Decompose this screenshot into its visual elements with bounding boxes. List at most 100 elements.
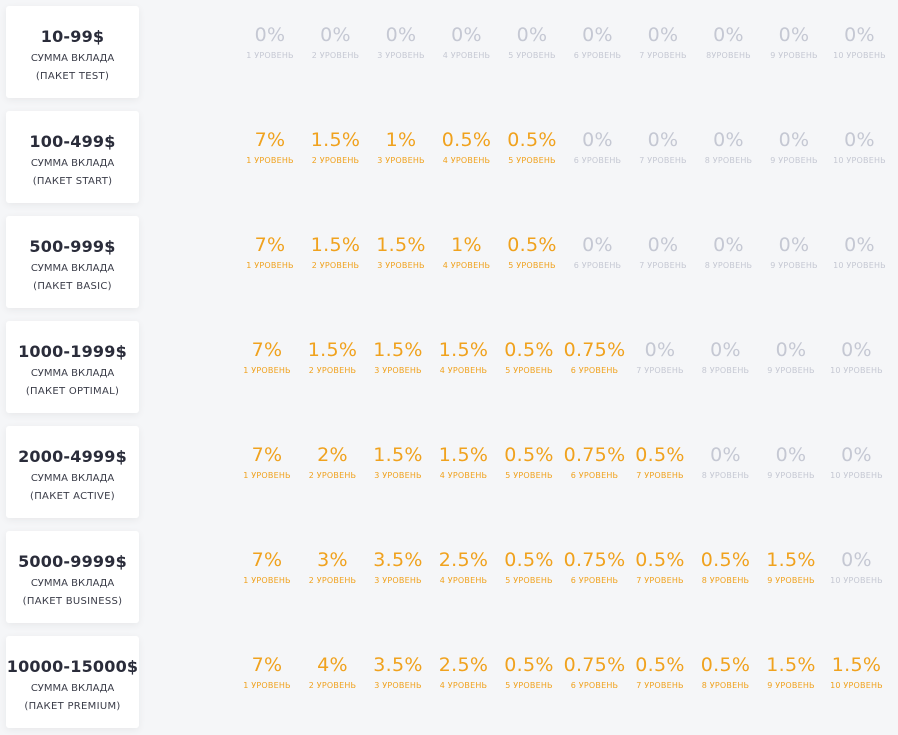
level-label: 8 УРОВЕНЬ: [704, 156, 753, 165]
level-label: 1 УРОВЕНЬ: [246, 51, 294, 60]
package-name: (ПАКЕТ START): [32, 176, 113, 187]
level-label: 3 УРОВЕНЬ: [374, 576, 422, 585]
level-label: 8УРОВЕНЬ: [706, 51, 751, 60]
level-label: 7 УРОВЕНЬ: [639, 261, 687, 270]
level-label: 6 УРОВЕНЬ: [573, 261, 622, 270]
package-card: 5000-9999$ СУММА ВКЛАДА (ПАКЕТ BUSINESS): [6, 531, 139, 623]
level-percent: 0.5%: [507, 234, 557, 256]
level-label: 1 УРОВЕНЬ: [246, 261, 294, 270]
level-percent: 0%: [647, 129, 679, 151]
level-percent: 0%: [647, 24, 679, 46]
level-percent: 0%: [320, 24, 351, 46]
level-label: 10 УРОВЕНЬ: [833, 261, 886, 270]
level-percent: 1%: [451, 234, 482, 256]
level-label: 5 УРОВЕНЬ: [508, 156, 556, 165]
level-percent: 0%: [713, 234, 744, 256]
level-label: 6 УРОВЕНЬ: [570, 471, 619, 480]
level-percent: 0.75%: [563, 339, 626, 361]
level-percent: 0.75%: [563, 654, 626, 676]
package-card: 10-99$ СУММА ВКЛАДА (ПАКЕТ TEST): [6, 6, 139, 98]
level-label: 7 УРОВЕНЬ: [636, 681, 684, 690]
deposit-range: 2000-4999$: [18, 447, 127, 466]
package-row: 500-999$ СУММА ВКЛАДА (ПАКЕТ BASIC) 7% 1 УРО…: [0, 216, 898, 308]
deposit-caption: СУММА ВКЛАДА: [30, 53, 115, 64]
level-percent: 2.5%: [438, 549, 489, 571]
package-row: 5000-9999$ СУММА ВКЛАДА (ПАКЕТ BUSINESS) 7%…: [0, 531, 898, 623]
package-card: 10000-15000$ СУММА ВКЛАДА (ПАКЕТ PREMIUM): [6, 636, 139, 728]
level-label: 6 УРОВЕНЬ: [573, 51, 622, 60]
level-percent: 0.5%: [504, 654, 554, 676]
level-percent: 0%: [254, 24, 286, 46]
level-label: 2 УРОВЕНЬ: [308, 366, 357, 375]
level-percent: 7%: [251, 654, 283, 676]
level-percent: 0%: [516, 24, 548, 46]
deposit-range: 10000-15000$: [6, 657, 139, 676]
level-label: 10 УРОВЕНЬ: [830, 366, 883, 375]
level-percent: 0%: [582, 24, 613, 46]
level-label: 10 УРОВЕНЬ: [830, 681, 883, 690]
level-label: 9 УРОВЕНЬ: [767, 366, 815, 375]
level-percent: 0.5%: [635, 444, 685, 466]
level-percent: 0%: [841, 339, 872, 361]
level-label: 8 УРОВЕНЬ: [701, 681, 750, 690]
level-percent: 0%: [451, 24, 482, 46]
level-percent: 0.5%: [504, 444, 554, 466]
package-row: 2000-4999$ СУММА ВКЛАДА (ПАКЕТ ACTIVE) 7% 1 …: [0, 426, 898, 518]
level-label: 7 УРОВЕНЬ: [639, 156, 687, 165]
level-percent: 1.5%: [766, 654, 816, 676]
level-label: 7 УРОВЕНЬ: [639, 51, 687, 60]
level-label: 9 УРОВЕНЬ: [770, 261, 818, 270]
level-label: 10 УРОВЕНЬ: [833, 51, 886, 60]
level-label: 3 УРОВЕНЬ: [374, 366, 422, 375]
package-row: 10000-15000$ СУММА ВКЛАДА (ПАКЕТ PREMIUM) 7…: [0, 636, 898, 728]
level-label: 2 УРОВЕНЬ: [311, 156, 360, 165]
level-label: 9 УРОВЕНЬ: [770, 51, 818, 60]
level-percent: 2%: [317, 444, 348, 466]
level-label: 6 УРОВЕНЬ: [570, 576, 619, 585]
level-percent: 0%: [710, 339, 741, 361]
level-label: 2 УРОВЕНЬ: [308, 471, 357, 480]
level-percent: 0%: [710, 444, 741, 466]
package-card: 1000-1999$ СУММА ВКЛАДА (ПАКЕТ OPTIMAL): [6, 321, 139, 413]
level-percent: 0%: [713, 129, 744, 151]
level-percent: 7%: [251, 339, 283, 361]
level-percent: 1.5%: [373, 339, 423, 361]
level-percent: 1.5%: [831, 654, 882, 676]
level-percent: 0%: [841, 549, 872, 571]
deposit-caption: СУММА ВКЛАДА: [30, 473, 115, 484]
level-label: 9 УРОВЕНЬ: [770, 156, 818, 165]
level-label: 5 УРОВЕНЬ: [508, 51, 556, 60]
level-percent: 2.5%: [438, 654, 489, 676]
deposit-range: 100-499$: [29, 132, 116, 151]
deposit-caption: СУММА ВКЛАДА: [30, 263, 115, 274]
level-label: 1 УРОВЕНЬ: [243, 681, 291, 690]
level-percent: 0.5%: [700, 654, 751, 676]
level-percent: 0.5%: [441, 129, 492, 151]
level-percent: 0%: [775, 339, 807, 361]
level-percent: 0%: [582, 234, 613, 256]
package-name: (ПАКЕТ OPTIMAL): [25, 386, 120, 397]
level-percent: 1.5%: [376, 234, 426, 256]
level-label: 8 УРОВЕНЬ: [701, 366, 750, 375]
level-percent: 0%: [713, 24, 744, 46]
level-label: 2 УРОВЕНЬ: [311, 261, 360, 270]
level-label: 1 УРОВЕНЬ: [243, 471, 291, 480]
level-label: 5 УРОВЕНЬ: [505, 471, 553, 480]
deposit-range: 5000-9999$: [18, 552, 127, 571]
level-label: 2 УРОВЕНЬ: [308, 681, 357, 690]
deposit-range: 10-99$: [40, 27, 105, 46]
level-label: 4 УРОВЕНЬ: [439, 366, 488, 375]
package-name: (ПАКЕТ BUSINESS): [22, 596, 123, 607]
package-card: 500-999$ СУММА ВКЛАДА (ПАКЕТ BASIC): [6, 216, 139, 308]
package-name: (ПАКЕТ BASIC): [33, 281, 112, 292]
level-percent: 7%: [251, 549, 283, 571]
package-name: (ПАКЕТ PREMIUM): [24, 701, 121, 712]
level-percent: 0.75%: [563, 549, 626, 571]
level-percent: 0.5%: [700, 549, 751, 571]
level-percent: 0%: [844, 24, 875, 46]
package-row: 100-499$ СУММА ВКЛАДА (ПАКЕТ START) 7% 1 УРО…: [0, 111, 898, 203]
deposit-caption: СУММА ВКЛАДА: [30, 158, 115, 169]
level-label: 3 УРОВЕНЬ: [374, 681, 422, 690]
level-percent: 3.5%: [373, 654, 423, 676]
level-percent: 0.5%: [504, 339, 554, 361]
